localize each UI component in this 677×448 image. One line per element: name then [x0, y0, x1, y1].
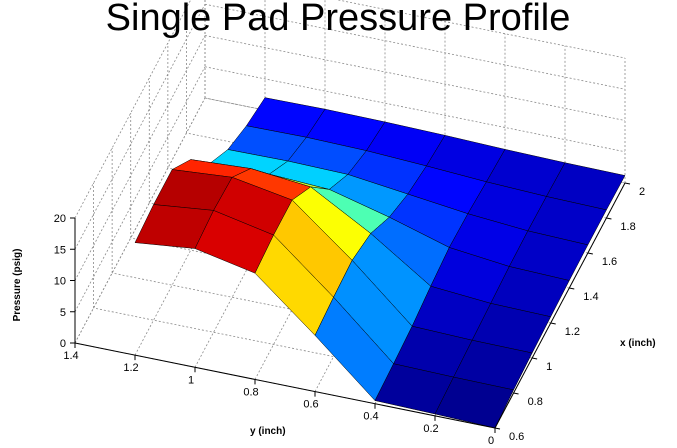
y-tick-label: 1.2 [123, 362, 138, 374]
x-tick [513, 392, 519, 395]
z-axis-label: Pressure (psig) [12, 249, 23, 322]
y-tick-label: 0.4 [363, 411, 378, 423]
z-tick-label: 5 [60, 307, 66, 319]
grid-line [204, 35, 626, 121]
surface [134, 97, 626, 429]
y-tick-label: 1 [188, 374, 194, 386]
grid-line [130, 237, 551, 324]
x-tick [624, 182, 631, 185]
x-tick [587, 252, 593, 255]
grid-line [204, 66, 626, 153]
y-tick-label: 0 [488, 435, 494, 447]
chart-title: Single Pad Pressure Profile [106, 0, 571, 39]
y-tick-label: 0.2 [423, 423, 438, 435]
x-tick [532, 357, 538, 360]
x-tick [550, 322, 556, 325]
z-tick-label: 0 [60, 338, 66, 350]
x-tick-label: 0.8 [528, 396, 543, 408]
grid-line [93, 307, 514, 394]
grid-line [336, 0, 626, 59]
z-tick-label: 15 [54, 244, 66, 256]
surface-patch [434, 376, 514, 429]
x-axis [494, 182, 626, 429]
x-tick [494, 427, 501, 430]
x-tick-label: 1.4 [583, 291, 598, 303]
x-tick-label: 1.8 [620, 221, 635, 233]
axes: 0.60.811.21.41.61.8200.20.40.60.811.21.4… [54, 182, 645, 447]
x-tick-label: 1 [546, 361, 552, 373]
y-tick-label: 0.6 [303, 399, 318, 411]
z-tick-label: 20 [54, 213, 66, 225]
y-axis [74, 342, 496, 429]
x-tick [606, 217, 612, 220]
y-tick-label: 0.8 [243, 386, 258, 398]
x-tick [569, 287, 575, 290]
grid-line [204, 3, 626, 90]
x-tick-label: 0.6 [509, 431, 524, 443]
x-tick-label: 2 [639, 186, 645, 198]
x-axis-label: x (inch) [620, 338, 656, 349]
grid-line [112, 272, 533, 359]
y-tick-label: 1.4 [63, 350, 78, 362]
z-tick-label: 10 [54, 276, 66, 288]
x-tick-label: 1.6 [602, 256, 617, 268]
x-tick-label: 1.2 [565, 326, 580, 338]
y-axis-label: y (inch) [250, 426, 286, 437]
